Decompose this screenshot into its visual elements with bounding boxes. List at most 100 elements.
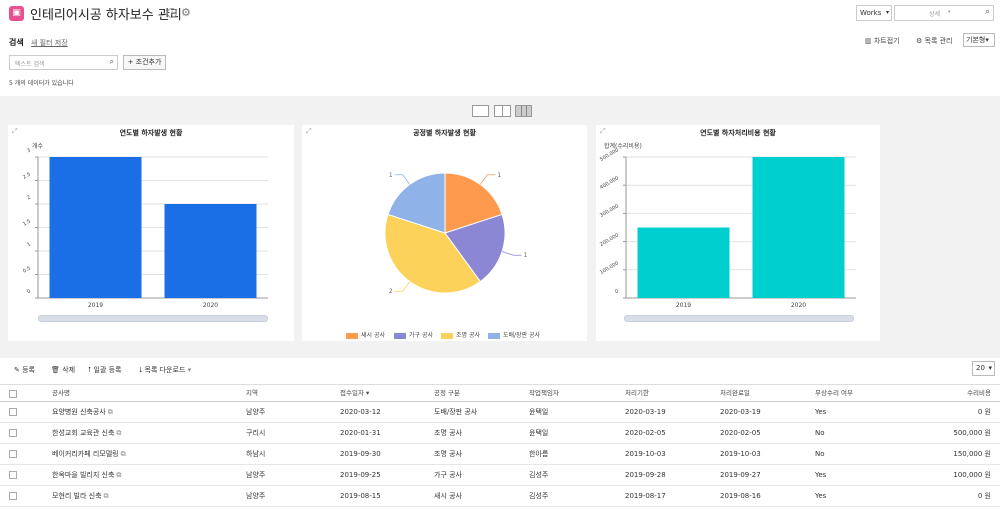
table-header-row: 공사명 지역 접수일자 ▾ 공정 구분 작업책임자 처리기한 처리완료일 무상수…	[0, 384, 1000, 402]
add-condition-button[interactable]: + 조건추가	[123, 55, 166, 70]
list-management-button[interactable]: ⚙ 목록 관리	[916, 36, 953, 46]
table-cell: 2020-03-19	[625, 402, 666, 422]
legend-swatch	[394, 332, 406, 339]
table-cell[interactable]: 한성교회 교육관 신축 ⧉	[52, 423, 121, 443]
table-cell[interactable]: 한옥마을 빌리지 신축 ⧉	[52, 465, 121, 485]
table-row[interactable]: 요양병원 신축공사 ⧉ 남양주 2020-03-12 도배/장판 공사 윤택일 2020-0…	[0, 402, 1000, 423]
bar[interactable]	[49, 157, 142, 298]
info-icon[interactable]: i	[167, 8, 177, 18]
open-detail-icon[interactable]: ⧉	[116, 471, 122, 479]
chart-scrollbar[interactable]	[624, 315, 854, 322]
table-cell[interactable]: 요양병원 신축공사 ⧉	[52, 402, 113, 422]
open-detail-icon[interactable]: ⧉	[107, 408, 113, 416]
column-header[interactable]: 공사명	[52, 389, 70, 397]
pie-slice[interactable]	[444, 213, 506, 283]
row-checkbox[interactable]	[9, 492, 17, 500]
row-checkbox[interactable]	[9, 471, 17, 479]
table-cell: 100,000 원	[940, 465, 991, 485]
table-cell: 하남시	[246, 444, 265, 464]
chart-toggle-button[interactable]: ▥ 차트접기	[865, 36, 900, 46]
register-label: 등록	[22, 366, 35, 374]
text-search-placeholder: 텍스트 검색	[15, 61, 45, 68]
column-header-sorted[interactable]: 접수일자 ▾	[340, 385, 369, 402]
table-cell: 500,000 원	[940, 423, 991, 443]
legend-item[interactable]: 조명 공사	[441, 330, 480, 339]
table-row[interactable]: 모현리 빌라 신축 ⧉ 남양주 2019-08-15 새시 공사 김성주 2019-08-1…	[0, 486, 1000, 507]
bar[interactable]	[164, 204, 257, 298]
open-detail-icon[interactable]: ⧉	[103, 492, 109, 500]
cell-text: 김성주	[529, 492, 549, 500]
search-icon[interactable]: ⌕	[109, 57, 114, 66]
pie-slice[interactable]	[444, 172, 503, 234]
open-detail-icon[interactable]: ⧉	[116, 429, 122, 437]
x-tick-label: 2019	[675, 302, 692, 309]
column-header[interactable]: 공정 구분	[434, 389, 460, 397]
cell-text: 2020-03-12	[340, 408, 381, 416]
text-search-input[interactable]: 텍스트 검색 ⌕	[9, 55, 118, 70]
cell-text: 새시 공사	[434, 492, 462, 500]
bulk-register-button[interactable]: ⭡ 일괄 등록	[88, 365, 122, 375]
expand-icon[interactable]: ⤢	[600, 127, 606, 135]
chart-panel-process-defects: ⤢ 공정별 하자발생 현황 1 1 2 1 새시 공사 가구 공사 조명 공사 도배/장판 …	[302, 125, 587, 341]
page-size-select[interactable]: 20 ▾	[972, 361, 995, 376]
column-header[interactable]: 작업책임자	[529, 389, 559, 397]
bar[interactable]	[637, 227, 730, 299]
search-label: 검색	[9, 38, 24, 47]
bar[interactable]	[752, 157, 845, 298]
cell-text: 2019-08-15	[340, 492, 381, 500]
cell-text: 구리시	[246, 429, 266, 437]
save-filter-link[interactable]: 새 필터 저장	[31, 39, 68, 47]
cell-text: 남양주	[246, 471, 266, 479]
cell-text: 2019-10-03	[720, 450, 761, 458]
table-row[interactable]: 베이커리카페 리모델링 ⧉ 하남시 2019-09-30 조명 공사 한아름 2019-10…	[0, 444, 1000, 465]
cell-text: 가구 공사	[434, 471, 462, 479]
row-checkbox[interactable]	[9, 450, 17, 458]
chart-scrollbar[interactable]	[38, 315, 268, 322]
download-list-button[interactable]: ⭣ 목록 다운로드 ▾	[139, 365, 191, 375]
top-search-input[interactable]: 상세 ▾ ⌕	[894, 5, 994, 21]
pie-label-leader	[394, 281, 411, 292]
gear-icon[interactable]: ⚙	[181, 6, 191, 19]
cell-text: No	[815, 429, 825, 437]
expand-icon[interactable]: ⤢	[306, 127, 312, 135]
cell-text: 2019-09-27	[720, 471, 761, 479]
table-cell[interactable]: 모현리 빌라 신축 ⧉	[52, 486, 109, 506]
cell-text: 요양병원 신축공사	[52, 408, 106, 416]
layout-two-column-button[interactable]	[494, 105, 511, 117]
table-cell: 남양주	[246, 465, 265, 485]
cell-text: 2020-02-05	[625, 429, 666, 437]
expand-icon[interactable]: ⤢	[12, 127, 18, 135]
table-row[interactable]: 한옥마을 빌리지 신축 ⧉ 남양주 2019-09-25 가구 공사 김성주 2019-09…	[0, 465, 1000, 486]
legend-item[interactable]: 도배/장판 공사	[488, 330, 540, 339]
works-select[interactable]: Works ▾	[856, 5, 892, 21]
row-checkbox[interactable]	[9, 429, 17, 437]
delete-button[interactable]: 🗑 삭제	[51, 365, 75, 375]
cell-text: 한옥마을 빌리지 신축	[52, 471, 115, 479]
table-cell: 2019-09-28	[625, 465, 666, 485]
layout-three-column-button[interactable]	[515, 105, 532, 117]
cell-text: 100,000 원	[953, 471, 991, 479]
table-cell: 2019-08-16	[720, 486, 761, 506]
legend-item[interactable]: 가구 공사	[394, 330, 433, 339]
register-button[interactable]: ✎ 등록	[14, 365, 35, 375]
table-row[interactable]: 한성교회 교육관 신축 ⧉ 구리시 2020-01-31 조명 공사 윤택일 2020-02…	[0, 423, 1000, 444]
column-header[interactable]: 처리완료일	[720, 389, 750, 397]
column-header[interactable]: 처리기한	[625, 389, 649, 397]
cell-text: 하남시	[246, 450, 266, 458]
table-cell: 윤택일	[529, 402, 548, 422]
pie-slice[interactable]	[384, 213, 481, 294]
select-all-checkbox[interactable]	[9, 390, 17, 398]
download-icon: ⭣	[139, 366, 145, 374]
column-header[interactable]: 수리비용	[967, 389, 991, 397]
open-detail-icon[interactable]: ⧉	[120, 450, 126, 458]
table-cell: 남양주	[246, 486, 265, 506]
column-header[interactable]: 무상수리 여부	[815, 389, 853, 397]
view-select[interactable]: 기본형▾	[963, 33, 995, 47]
table-cell: 윤택일	[529, 423, 548, 443]
row-checkbox[interactable]	[9, 408, 17, 416]
legend-item[interactable]: 새시 공사	[346, 330, 385, 339]
table-cell[interactable]: 베이커리카페 리모델링 ⧉	[52, 444, 126, 464]
layout-one-column-button[interactable]	[472, 105, 489, 117]
search-icon[interactable]: ⌕	[984, 7, 990, 17]
column-header[interactable]: 지역	[246, 389, 258, 397]
